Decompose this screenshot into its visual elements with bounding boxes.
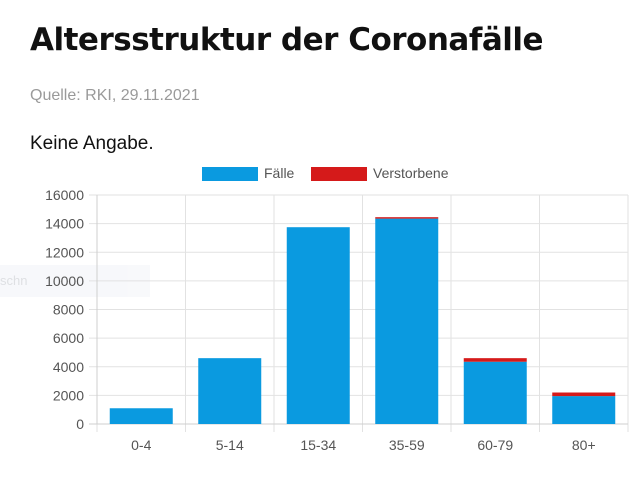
- x-tick-label: 0-4: [131, 437, 151, 453]
- y-tick-label: 16000: [45, 187, 84, 203]
- bar-faelle-0-4[interactable]: [109, 408, 173, 424]
- x-tick-label: 60-79: [477, 437, 513, 453]
- y-tick-label: 10000: [45, 273, 84, 289]
- y-tick-label: 0: [76, 416, 84, 432]
- x-tick-label: 5-14: [216, 437, 244, 453]
- chart-legend: Fälle Verstorbene: [0, 164, 640, 186]
- chart-title: Altersstruktur der Coronafälle: [30, 22, 544, 58]
- source-note: Quelle: RKI, 29.11.2021: [30, 87, 200, 104]
- x-tick-label: 15-34: [300, 437, 336, 453]
- bar-faelle-60-79[interactable]: [463, 361, 527, 424]
- y-tick-label: 6000: [53, 330, 84, 346]
- y-tick-label: 14000: [45, 216, 84, 232]
- bar-verstorbene-80+[interactable]: [552, 392, 616, 397]
- legend-label-verstorbene: Verstorbene: [373, 165, 449, 181]
- faded-overlay-text: schn: [0, 273, 28, 288]
- legend-swatch-faelle: [202, 167, 258, 181]
- y-tick-label: 12000: [45, 244, 84, 260]
- legend-swatch-verstorbene: [311, 167, 367, 181]
- x-tick-label: 80+: [572, 437, 596, 453]
- bar-faelle-15-34[interactable]: [286, 227, 350, 424]
- bar-faelle-35-59[interactable]: [375, 218, 439, 424]
- y-tick-label: 8000: [53, 302, 84, 318]
- y-tick-label: 2000: [53, 387, 84, 403]
- y-tick-label: 4000: [53, 359, 84, 375]
- bar-verstorbene-60-79[interactable]: [463, 358, 527, 362]
- bar-verstorbene-35-59[interactable]: [375, 217, 439, 219]
- bar-faelle-80+[interactable]: [552, 396, 616, 424]
- x-tick-label: 35-59: [389, 437, 425, 453]
- legend-label-faelle: Fälle: [264, 165, 295, 181]
- bar-faelle-5-14[interactable]: [198, 358, 262, 424]
- no-data-note: Keine Angabe.: [30, 133, 154, 154]
